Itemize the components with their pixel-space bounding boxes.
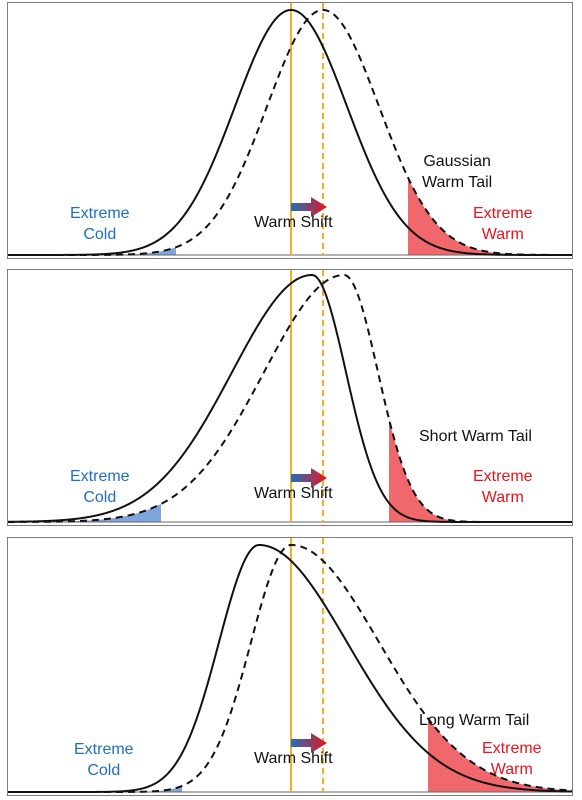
panel-long-warm-tail: Extreme Cold Warm Shift Long Warm Tail Ex… [7,537,573,796]
extreme-cold-fill [8,785,182,792]
tail-label: Gaussian Warm Tail [422,153,493,191]
original-distribution-curve [8,543,572,793]
extreme-warm-fill [389,419,572,522]
short-tail-distribution-plot [8,270,572,523]
extreme-cold-label: Extreme Cold [70,205,130,243]
long-tail-distribution-plot [8,538,572,793]
panel-gaussian: Extreme Cold Warm Shift Gaussian Warm Tail… [7,2,573,259]
warm-shift-arrow-icon [291,733,327,753]
tail-label: Long Warm Tail [419,712,530,729]
extreme-cold-label: Extreme Cold [70,468,130,506]
shifted-distribution-curve [8,543,572,793]
original-distribution-curve [8,273,572,523]
panel-short-warm-tail: Extreme Cold Warm Shift Short Warm Tail E… [7,269,573,526]
tail-label: Short Warm Tail [419,428,532,445]
extreme-warm-label: Extreme Warm [473,205,533,243]
warm-shift-label: Warm Shift [254,750,333,767]
extreme-warm-fill [428,718,572,792]
extreme-cold-fill [8,247,176,255]
warm-shift-label: Warm Shift [254,214,333,231]
warm-shift-label: Warm Shift [254,485,333,502]
extreme-cold-label: Extreme Cold [74,741,134,779]
gaussian-distribution-plot [8,3,572,256]
warm-shift-arrow-icon [291,197,327,217]
warm-shift-arrow-icon [291,468,327,488]
extreme-warm-label: Extreme Warm [482,740,542,778]
original-distribution-curve [8,8,572,256]
extreme-warm-label: Extreme Warm [473,468,533,506]
